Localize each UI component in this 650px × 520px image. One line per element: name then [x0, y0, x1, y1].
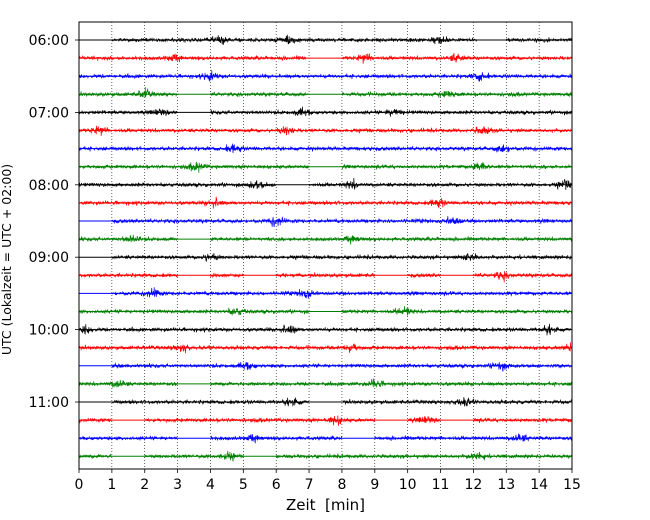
trace-waveform: [78, 196, 573, 209]
trace-waveform: [78, 125, 573, 136]
trace-1115: [78, 415, 573, 426]
trace-waveform: [78, 342, 573, 354]
trace-0830: [79, 216, 573, 228]
trace-waveform: [111, 361, 573, 372]
x-tick-label: 10: [399, 477, 417, 493]
trace-1015: [78, 342, 573, 354]
trace-0615: [78, 52, 573, 64]
vertical-gridlines: [111, 22, 540, 469]
trace-waveform: [78, 143, 573, 154]
x-tick-label: 9: [370, 477, 379, 493]
trace-0800: [78, 178, 573, 191]
x-axis-ticks: 0 1 2 3 4 5 6 7 8 9 10 11 12 13 14 15: [75, 469, 581, 493]
trace-waveform: [111, 253, 573, 263]
y-tick-label: 06:00: [29, 33, 69, 49]
trace-waveform: [78, 234, 573, 245]
trace-waveform: [78, 271, 573, 283]
trace-waveform: [78, 323, 573, 336]
x-tick-label: 13: [497, 477, 515, 493]
x-tick-label: 11: [432, 477, 450, 493]
x-tick-label: 4: [206, 477, 215, 493]
trace-0945: [78, 306, 573, 316]
trace-0645: [78, 87, 573, 98]
x-tick-label: 3: [173, 477, 182, 493]
y-tick-label: 10:00: [29, 323, 69, 339]
x-tick-label: 7: [305, 477, 314, 493]
x-tick-label: 15: [563, 477, 581, 493]
trace-1100: [79, 397, 573, 407]
trace-0845: [78, 234, 573, 245]
trace-waveform: [78, 378, 573, 388]
y-tick-label: 08:00: [29, 178, 69, 194]
trace-0900: [79, 253, 573, 263]
x-tick-label: 12: [464, 477, 482, 493]
x-tick-label: 0: [75, 477, 84, 493]
x-tick-label: 6: [272, 477, 281, 493]
x-tick-label: 8: [337, 477, 346, 493]
trace-0630: [78, 70, 573, 82]
trace-0815: [78, 196, 573, 209]
trace-1145: [78, 450, 573, 463]
y-tick-label: 07:00: [29, 105, 69, 121]
trace-waveform: [78, 87, 573, 98]
trace-1130: [78, 433, 573, 444]
y-tick-label: 09:00: [29, 250, 69, 266]
trace-0600: [79, 34, 573, 45]
trace-waveform: [78, 70, 573, 82]
trace-waveform: [78, 52, 573, 64]
trace-0715: [78, 125, 573, 136]
trace-waveform: [78, 306, 573, 316]
y-axis-ticks: 06:00 07:00 08:00 09:00 10:00 11:00: [29, 33, 79, 411]
trace-0700: [78, 106, 573, 117]
trace-waveform: [78, 106, 573, 117]
x-tick-label: 1: [107, 477, 116, 493]
trace-waveform: [78, 450, 573, 463]
trace-waveform: [111, 287, 573, 299]
trace-waveform: [78, 415, 573, 426]
trace-0745: [78, 161, 573, 173]
trace-1030: [79, 361, 573, 372]
trace-0730: [78, 143, 573, 154]
trace-waveform: [111, 397, 573, 407]
y-axis-label: UTC (Lokalzeit = UTC + 02:00): [0, 164, 14, 355]
trace-1045: [78, 378, 573, 388]
y-tick-label: 11:00: [29, 395, 69, 411]
trace-waveform: [78, 161, 573, 173]
plot-frame: [78, 21, 573, 470]
trace-waveform: [111, 216, 573, 228]
x-tick-label: 14: [530, 477, 548, 493]
trace-1000: [78, 323, 573, 336]
x-tick-label: 5: [239, 477, 248, 493]
trace-waveform: [78, 433, 573, 444]
x-axis-label: Zeit [min]: [286, 496, 365, 514]
trace-0930: [79, 287, 573, 299]
x-tick-label: 2: [140, 477, 149, 493]
trace-0915: [78, 271, 573, 283]
trace-waveform: [78, 178, 573, 191]
trace-waveform: [111, 34, 573, 45]
trace-series-group: [78, 34, 573, 463]
